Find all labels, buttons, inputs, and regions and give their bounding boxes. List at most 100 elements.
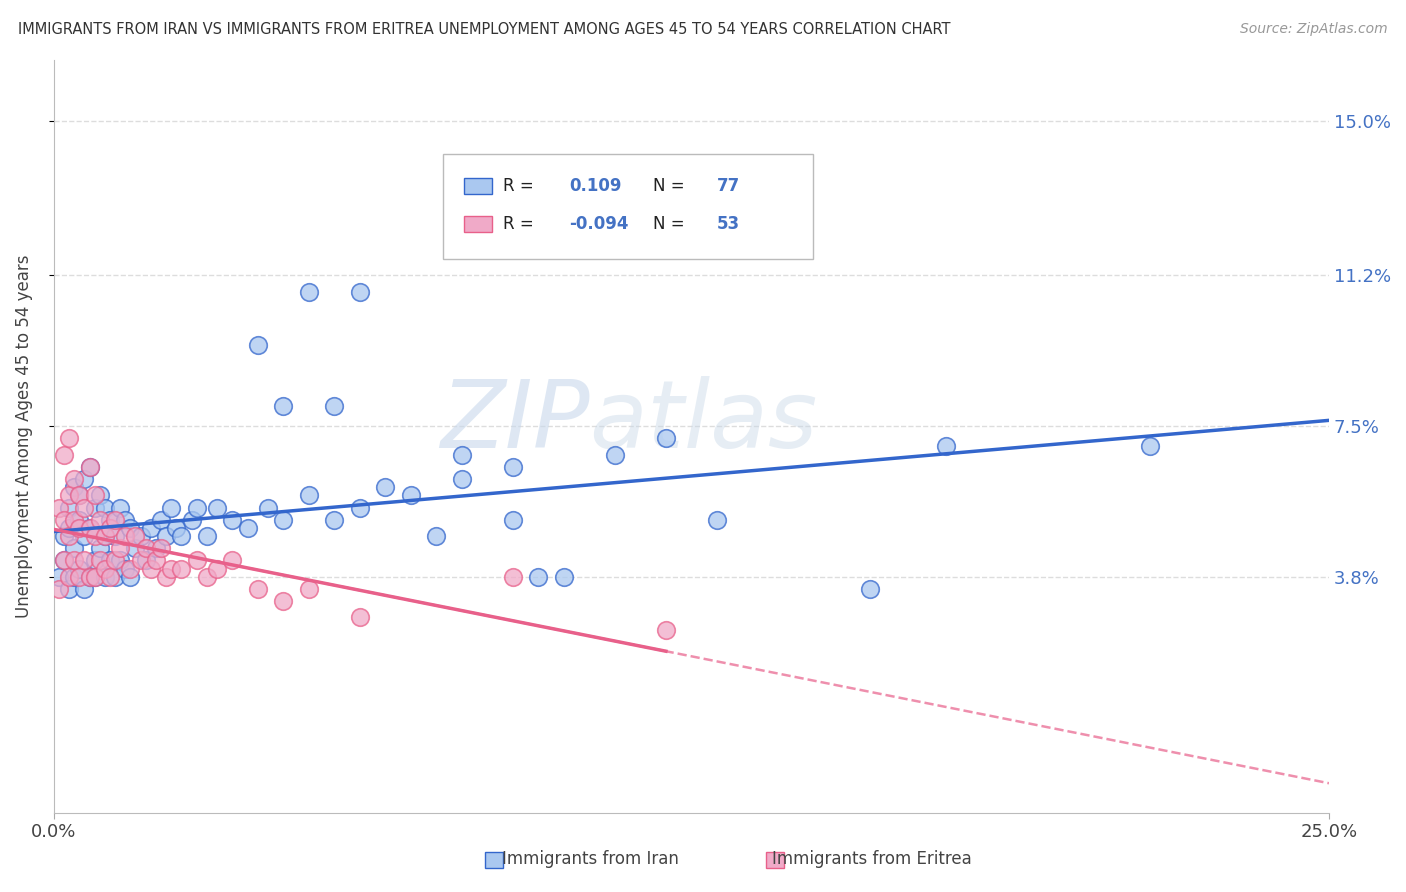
Point: [53, 553, 76, 567]
Point: [323, 399, 346, 413]
Point: [273, 399, 295, 413]
Point: [349, 285, 371, 299]
Point: [257, 500, 280, 515]
Point: [859, 582, 882, 596]
Point: [79, 521, 101, 535]
Point: [160, 561, 183, 575]
Point: [63, 513, 86, 527]
Point: [89, 513, 111, 527]
Point: [83, 500, 105, 515]
Point: [124, 529, 146, 543]
Point: [89, 553, 111, 567]
Point: [63, 480, 86, 494]
Point: [205, 500, 228, 515]
Y-axis label: Unemployment Among Ages 45 to 54 years: Unemployment Among Ages 45 to 54 years: [15, 254, 32, 618]
Point: [48, 570, 70, 584]
Point: [145, 553, 167, 567]
Point: [273, 513, 295, 527]
Point: [155, 529, 177, 543]
Point: [186, 553, 208, 567]
Point: [83, 553, 105, 567]
Text: 53: 53: [717, 215, 740, 233]
Point: [48, 582, 70, 596]
Point: [120, 561, 142, 575]
Point: [63, 472, 86, 486]
Point: [94, 500, 117, 515]
Point: [58, 500, 80, 515]
Text: Source: ZipAtlas.com: Source: ZipAtlas.com: [1240, 22, 1388, 37]
Point: [83, 570, 105, 584]
Point: [108, 541, 131, 556]
Point: [349, 610, 371, 624]
Point: [67, 488, 90, 502]
Text: ZIP: ZIP: [440, 376, 589, 467]
Point: [73, 472, 96, 486]
Point: [73, 553, 96, 567]
Text: Immigrants from Eritrea: Immigrants from Eritrea: [772, 850, 972, 868]
Point: [58, 582, 80, 596]
Point: [94, 529, 117, 543]
Point: [79, 459, 101, 474]
Point: [104, 529, 127, 543]
Point: [98, 513, 121, 527]
Point: [155, 570, 177, 584]
Point: [58, 488, 80, 502]
Point: [94, 570, 117, 584]
Point: [73, 529, 96, 543]
Point: [129, 529, 152, 543]
Point: [53, 553, 76, 567]
Point: [94, 561, 117, 575]
Point: [425, 529, 447, 543]
Point: [79, 521, 101, 535]
Point: [58, 431, 80, 445]
Point: [1139, 439, 1161, 453]
Text: R =: R =: [503, 178, 538, 195]
Point: [104, 553, 127, 567]
Point: [120, 521, 142, 535]
Point: [655, 431, 678, 445]
Point: [298, 488, 321, 502]
Point: [135, 541, 157, 556]
Point: [58, 570, 80, 584]
Point: [135, 553, 157, 567]
Bar: [485, 852, 503, 868]
Point: [399, 488, 422, 502]
Point: [205, 561, 228, 575]
Bar: [464, 216, 492, 232]
Point: [349, 500, 371, 515]
Point: [67, 561, 90, 575]
Point: [502, 513, 524, 527]
Bar: [464, 178, 492, 194]
Point: [89, 488, 111, 502]
Point: [79, 570, 101, 584]
Point: [527, 570, 550, 584]
Point: [236, 521, 259, 535]
Point: [104, 513, 127, 527]
Point: [108, 553, 131, 567]
Point: [139, 561, 162, 575]
Point: [129, 553, 152, 567]
Point: [67, 488, 90, 502]
Point: [79, 459, 101, 474]
Point: [67, 570, 90, 584]
Point: [89, 541, 111, 556]
Point: [195, 529, 218, 543]
Point: [165, 521, 187, 535]
Point: [298, 285, 321, 299]
Point: [451, 448, 474, 462]
Text: 77: 77: [717, 178, 740, 195]
Point: [114, 529, 136, 543]
Text: -0.094: -0.094: [569, 215, 628, 233]
FancyBboxPatch shape: [443, 153, 813, 260]
Point: [149, 513, 172, 527]
Point: [114, 513, 136, 527]
Point: [706, 513, 728, 527]
Point: [451, 472, 474, 486]
Point: [553, 570, 575, 584]
Point: [67, 521, 90, 535]
Point: [63, 541, 86, 556]
Point: [63, 553, 86, 567]
Point: [104, 570, 127, 584]
Point: [502, 570, 524, 584]
Point: [170, 561, 193, 575]
